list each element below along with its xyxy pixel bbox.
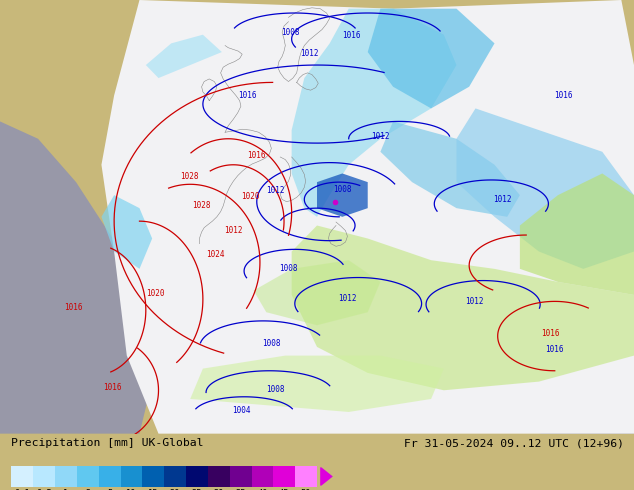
Text: 0.5: 0.5 bbox=[36, 489, 52, 490]
Text: 1008: 1008 bbox=[266, 386, 285, 394]
Polygon shape bbox=[317, 173, 368, 217]
Text: 1020: 1020 bbox=[146, 289, 165, 298]
Text: 1016: 1016 bbox=[238, 91, 257, 99]
Text: 1012: 1012 bbox=[338, 294, 357, 303]
Polygon shape bbox=[101, 0, 634, 434]
Bar bbox=[11, 466, 33, 487]
Text: 1012: 1012 bbox=[224, 226, 243, 235]
Text: 1: 1 bbox=[63, 489, 68, 490]
Polygon shape bbox=[0, 412, 634, 434]
FancyArrow shape bbox=[320, 467, 333, 486]
Text: 40: 40 bbox=[257, 489, 268, 490]
Polygon shape bbox=[101, 195, 152, 269]
Text: 0.1: 0.1 bbox=[15, 489, 30, 490]
Bar bbox=[120, 466, 143, 487]
Text: 1004: 1004 bbox=[231, 406, 250, 415]
Text: 1012: 1012 bbox=[300, 49, 319, 58]
Text: 1016: 1016 bbox=[545, 345, 564, 354]
Polygon shape bbox=[190, 356, 444, 412]
Polygon shape bbox=[368, 9, 495, 108]
Text: Fr 31-05-2024 09..12 UTC (12+96): Fr 31-05-2024 09..12 UTC (12+96) bbox=[404, 438, 624, 448]
Bar bbox=[143, 466, 164, 487]
Text: 1028: 1028 bbox=[192, 201, 211, 210]
Polygon shape bbox=[520, 173, 634, 295]
Text: 1016: 1016 bbox=[553, 91, 573, 99]
Bar bbox=[55, 466, 77, 487]
Polygon shape bbox=[254, 260, 380, 325]
Text: 1028: 1028 bbox=[179, 172, 198, 181]
Bar bbox=[33, 466, 55, 487]
Text: 1016: 1016 bbox=[247, 151, 266, 160]
Text: 1016: 1016 bbox=[63, 303, 82, 312]
Bar bbox=[208, 466, 230, 487]
Text: Precipitation [mm] UK-Global: Precipitation [mm] UK-Global bbox=[11, 438, 204, 448]
Polygon shape bbox=[146, 35, 222, 78]
Text: 45: 45 bbox=[279, 489, 290, 490]
Text: 1012: 1012 bbox=[266, 186, 285, 195]
Polygon shape bbox=[292, 225, 634, 390]
Bar bbox=[164, 466, 186, 487]
Text: 5: 5 bbox=[107, 489, 112, 490]
Text: 1012: 1012 bbox=[371, 132, 390, 141]
Bar bbox=[77, 466, 99, 487]
Text: 1012: 1012 bbox=[493, 195, 512, 204]
Text: 1016: 1016 bbox=[103, 383, 122, 392]
Bar bbox=[295, 466, 317, 487]
Text: 1024: 1024 bbox=[206, 250, 225, 259]
Bar bbox=[252, 466, 273, 487]
Text: 1008: 1008 bbox=[333, 185, 352, 194]
Bar bbox=[99, 466, 120, 487]
Text: 1008: 1008 bbox=[262, 339, 281, 348]
Text: 1016: 1016 bbox=[342, 31, 361, 40]
Bar bbox=[230, 466, 252, 487]
Text: 1020: 1020 bbox=[241, 192, 260, 200]
Polygon shape bbox=[456, 108, 634, 269]
Text: 1012: 1012 bbox=[465, 297, 484, 306]
Text: 30: 30 bbox=[214, 489, 224, 490]
Polygon shape bbox=[292, 9, 456, 217]
Text: 10: 10 bbox=[126, 489, 137, 490]
Text: 20: 20 bbox=[170, 489, 180, 490]
Polygon shape bbox=[0, 122, 158, 434]
Text: 35: 35 bbox=[235, 489, 246, 490]
Bar bbox=[186, 466, 208, 487]
Text: 1008: 1008 bbox=[279, 264, 298, 273]
Text: 1008: 1008 bbox=[281, 28, 300, 37]
Text: 50: 50 bbox=[301, 489, 311, 490]
Text: 2: 2 bbox=[85, 489, 91, 490]
Bar bbox=[273, 466, 295, 487]
Text: 1016: 1016 bbox=[541, 329, 560, 338]
Polygon shape bbox=[380, 122, 520, 217]
Text: 15: 15 bbox=[148, 489, 158, 490]
Text: 25: 25 bbox=[191, 489, 202, 490]
